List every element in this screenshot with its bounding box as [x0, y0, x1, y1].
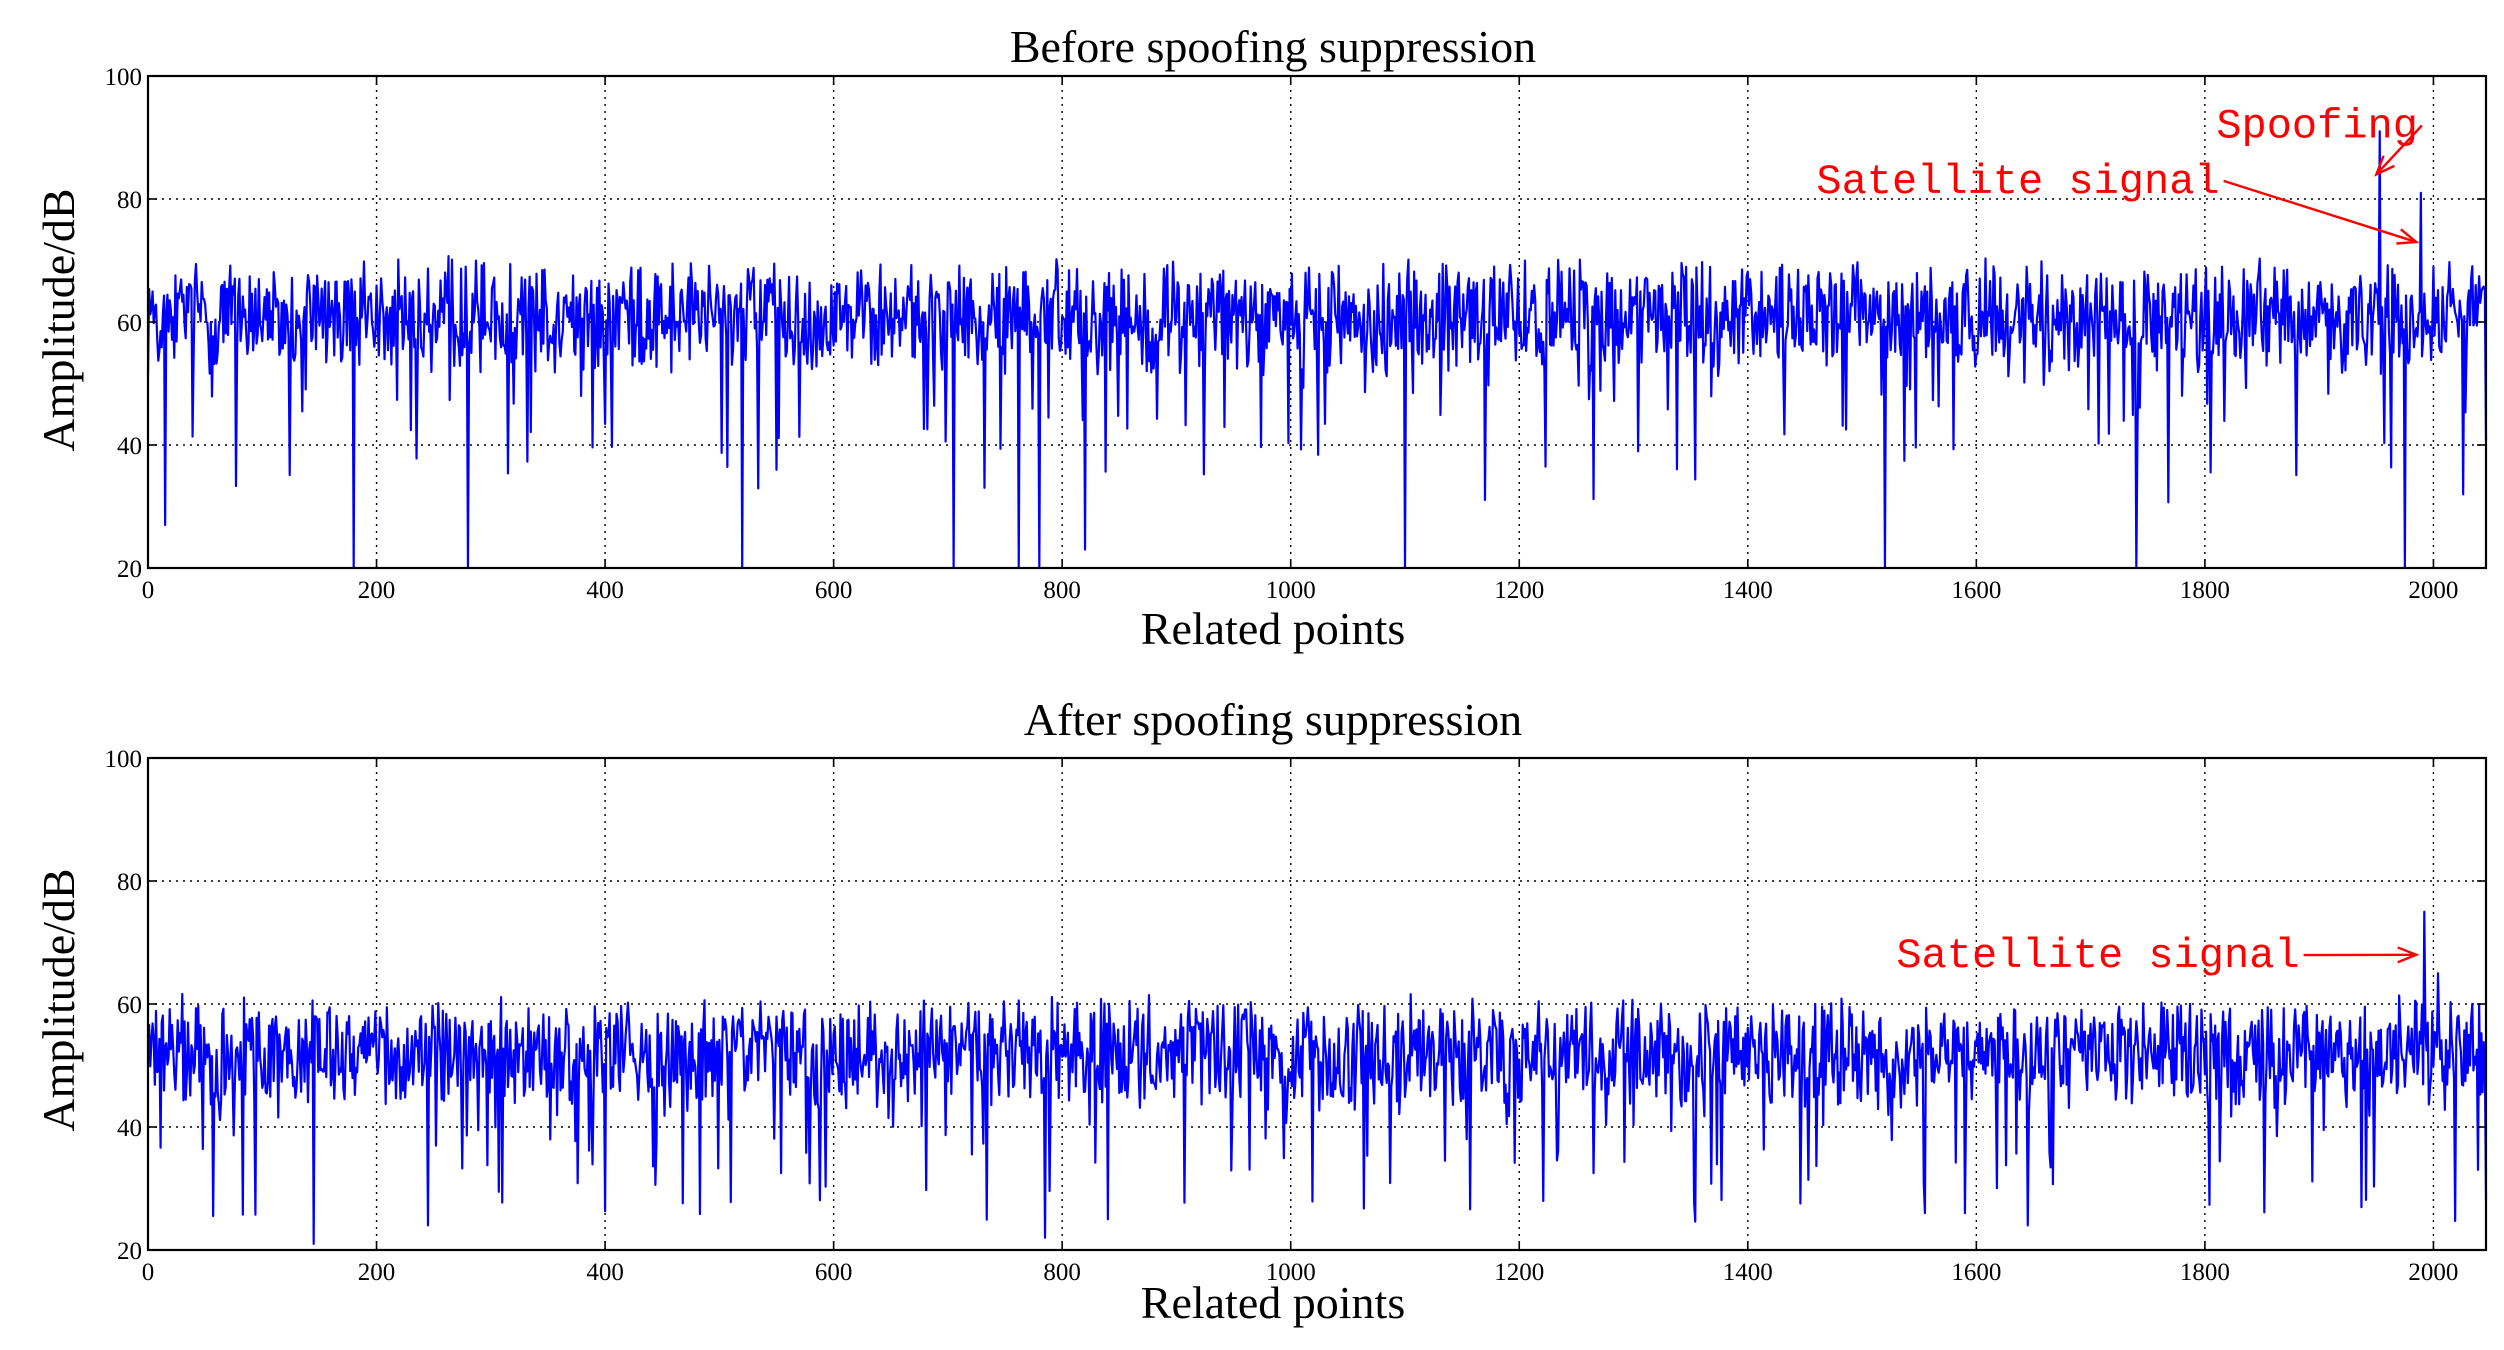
x-tick-label: 2000 — [2408, 1259, 2458, 1286]
x-tick-label: 1200 — [1494, 577, 1544, 604]
x-tick-label: 1600 — [1951, 1259, 2001, 1286]
x-tick-label: 400 — [586, 1259, 624, 1286]
y-tick-label: 40 — [117, 433, 142, 460]
x-tick-label: 1800 — [2180, 577, 2230, 604]
x-tick-label: 200 — [358, 577, 396, 604]
x-tick-label: 400 — [586, 577, 624, 604]
annotation-arrow — [2375, 124, 2423, 176]
annotation-arrowhead — [2396, 228, 2420, 245]
chart-title: After spoofing suppression — [1024, 694, 1522, 745]
x-tick-label: 1400 — [1723, 577, 1773, 604]
x-tick-label: 2000 — [2408, 577, 2458, 604]
annotation-arrow — [2223, 179, 2417, 244]
y-tick-label: 20 — [117, 556, 142, 583]
y-tick-label: 80 — [117, 869, 142, 896]
annotation-label: Spoofing — [2216, 103, 2418, 151]
y-tick-label: 20 — [117, 1238, 142, 1265]
annotation-label: Satellite signal — [1896, 932, 2299, 980]
y-axis-label: Amplitude/dB — [33, 188, 84, 451]
x-tick-label: 800 — [1043, 577, 1081, 604]
x-tick-label: 1400 — [1723, 1259, 1773, 1286]
grid — [148, 758, 2486, 1250]
x-tick-label: 0 — [142, 577, 155, 604]
x-tick-label: 1000 — [1266, 577, 1316, 604]
x-tick-label: 1800 — [2180, 1259, 2230, 1286]
y-tick-label: 40 — [117, 1115, 142, 1142]
axis-ticks: 0 200 400 600 800 1000 1200 1400 1600 1800 2000 20 4… — [105, 746, 2486, 1286]
annotation-arrowhead — [2374, 155, 2395, 177]
y-tick-label: 100 — [105, 64, 143, 91]
x-tick-label: 0 — [142, 1259, 155, 1286]
annotations: Satellite signal — [1896, 932, 2420, 980]
y-axis-label: Amplitude/dB — [33, 868, 84, 1131]
x-axis-label: Related points — [1141, 603, 1405, 654]
x-tick-label: 200 — [358, 1259, 396, 1286]
x-tick-label: 600 — [815, 577, 853, 604]
chart-after-suppression: After spoofing suppression 0 200 400 600 800… — [33, 694, 2488, 1328]
chart-title: Before spoofing suppression — [1010, 21, 1536, 72]
annotation-arrowhead — [2397, 946, 2420, 964]
x-tick-label: 1200 — [1494, 1259, 1544, 1286]
x-axis-label: Related points — [1141, 1277, 1405, 1328]
y-tick-label: 80 — [117, 187, 142, 214]
chart-before-suppression: Before spoofing suppression 0 200 400 600 80… — [33, 21, 2488, 654]
x-tick-label: 600 — [815, 1259, 853, 1286]
annotation-label: Satellite signal — [1816, 158, 2219, 206]
y-tick-label: 100 — [105, 746, 143, 773]
x-tick-label: 800 — [1043, 1259, 1081, 1286]
annotations: Spoofing Satellite signal — [1816, 103, 2423, 245]
y-tick-label: 60 — [117, 992, 142, 1019]
axis-ticks: 0 200 400 600 800 1000 1200 1400 1600 1800 2000 20 4… — [105, 64, 2486, 604]
x-tick-label: 1600 — [1951, 577, 2001, 604]
series-line-correlation — [146, 910, 2488, 1245]
y-tick-label: 60 — [117, 310, 142, 337]
series-line-correlation — [146, 130, 2488, 570]
x-tick-label: 1000 — [1266, 1259, 1316, 1286]
